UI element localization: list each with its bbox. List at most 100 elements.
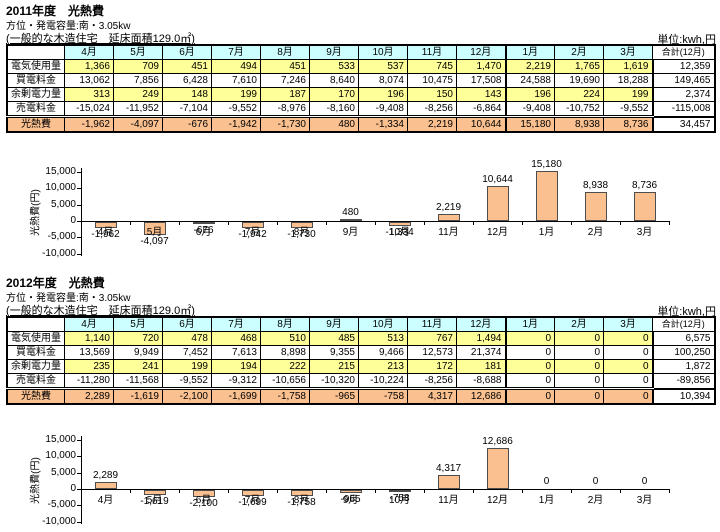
value-cell: 720 — [113, 331, 163, 346]
bar-12月 — [486, 448, 509, 489]
y-tick-label: 10,000 — [45, 450, 76, 462]
value-cell: -8,256 — [407, 101, 457, 117]
y-tick-mark — [77, 188, 81, 190]
value-cell: -11,280 — [64, 373, 114, 389]
y-tick-label: 15,000 — [45, 433, 76, 445]
x-tick-mark — [277, 489, 278, 493]
row-label: 余剰電力量 — [6, 359, 65, 374]
value-cell: 8,074 — [358, 73, 408, 88]
value-cell: -676 — [162, 115, 212, 133]
value-cell: 1,619 — [603, 59, 653, 74]
row-label: 電気使用量 — [6, 59, 65, 74]
category-label: 8月 — [293, 495, 310, 506]
value-cell: 150 — [407, 87, 457, 102]
total-cell: 6,575 — [651, 331, 715, 346]
value-cell: 2,219 — [407, 115, 457, 133]
bar-9月 — [339, 219, 362, 221]
category-label: 7月 — [244, 227, 261, 238]
category-label: 4月 — [97, 495, 114, 506]
value-cell: 709 — [113, 59, 163, 74]
category-label: 5月 — [146, 227, 163, 238]
bar-11月 — [437, 214, 460, 221]
total-cell: 10,394 — [651, 387, 715, 405]
monthly-table-2012: 4月 5月 6月 7月 8月 9月 10月 11月 12月 1月 2月 3月 合計(12月) 電気使用量 1… — [6, 316, 716, 405]
value-cell: 7,452 — [162, 345, 212, 360]
y-tick-mark — [77, 489, 81, 490]
row-label: 電気使用量 — [6, 331, 65, 346]
bar-value-label: 8,736 — [631, 180, 658, 191]
value-cell: 199 — [162, 359, 212, 374]
month-header: 2月 — [554, 316, 604, 332]
bar-value-label: -758 — [389, 493, 410, 504]
value-cell: -7,104 — [162, 101, 212, 117]
category-label: 9月 — [342, 227, 359, 238]
value-cell: 537 — [358, 59, 408, 74]
bar-value-label: -4,097 — [140, 236, 169, 247]
bar-11月 — [437, 475, 460, 489]
x-tick-mark — [473, 489, 474, 493]
value-cell: 19,690 — [554, 73, 604, 88]
value-cell: -10,224 — [358, 373, 408, 389]
value-cell: 0 — [504, 359, 555, 374]
category-label: 1月 — [538, 495, 555, 506]
value-cell: 745 — [407, 59, 457, 74]
bar-6月 — [192, 222, 215, 224]
x-tick-mark — [571, 221, 572, 225]
month-header: 6月 — [162, 44, 212, 60]
x-tick-mark — [326, 489, 327, 493]
y-tick-mark — [77, 204, 81, 206]
value-cell: 0 — [603, 345, 653, 360]
value-cell: 0 — [554, 331, 604, 346]
bar-10月 — [388, 222, 411, 226]
category-label: 2月 — [587, 227, 604, 238]
y-tick-label: 0 — [70, 215, 76, 226]
value-cell: 0 — [554, 387, 604, 405]
value-cell: 18,288 — [603, 73, 653, 88]
bar-value-label: 8,938 — [582, 180, 609, 191]
y-tick-mark — [77, 253, 81, 255]
month-header: 6月 — [162, 316, 212, 332]
value-cell: 0 — [603, 387, 653, 405]
bar-value-label: 0 — [641, 476, 648, 487]
bar-12月 — [486, 186, 509, 221]
value-cell: 143 — [456, 87, 506, 102]
value-cell: -9,408 — [358, 101, 408, 117]
value-cell: -10,752 — [554, 101, 604, 117]
x-tick-mark — [277, 221, 278, 225]
bar-value-label: -1,334 — [385, 227, 414, 238]
x-tick-mark — [179, 489, 180, 493]
value-cell: 1,765 — [554, 59, 604, 74]
category-label: 8月 — [293, 227, 310, 238]
month-header: 11月 — [407, 44, 457, 60]
bar-9月 — [339, 490, 362, 493]
month-header: 4月 — [64, 44, 114, 60]
bar-value-label: 10,644 — [482, 174, 513, 185]
value-cell: 1,140 — [64, 331, 114, 346]
month-header: 4月 — [64, 316, 114, 332]
bar-value-label: 2,219 — [435, 202, 462, 213]
category-label: 11月 — [438, 495, 459, 506]
bar-10月 — [388, 490, 411, 492]
value-cell: -6,864 — [456, 101, 506, 117]
bar-4月 — [94, 482, 117, 489]
value-cell: 0 — [554, 373, 604, 389]
bar-3月 — [633, 192, 656, 221]
value-cell: 187 — [260, 87, 310, 102]
house-note: (一般的な木造住宅 延床面積129.0㎡) — [6, 33, 195, 45]
value-cell: 7,610 — [211, 73, 261, 88]
x-tick-mark — [130, 489, 131, 493]
value-cell: 172 — [407, 359, 457, 374]
month-header: 10月 — [358, 44, 408, 60]
x-tick-mark — [375, 489, 376, 493]
value-cell: 24,588 — [504, 73, 555, 88]
x-tick-mark — [473, 221, 474, 225]
value-cell: 15,180 — [504, 115, 555, 133]
monthly-table-2011: 4月 5月 6月 7月 8月 9月 10月 11月 12月 1月 2月 3月 合計(12月) 電気使用量 1… — [6, 44, 716, 133]
bar-value-label: 2,289 — [92, 470, 119, 481]
value-cell: 10,475 — [407, 73, 457, 88]
value-cell: 767 — [407, 331, 457, 346]
category-label: 6月 — [195, 227, 212, 238]
value-cell: 181 — [456, 359, 506, 374]
month-header: 9月 — [309, 316, 359, 332]
